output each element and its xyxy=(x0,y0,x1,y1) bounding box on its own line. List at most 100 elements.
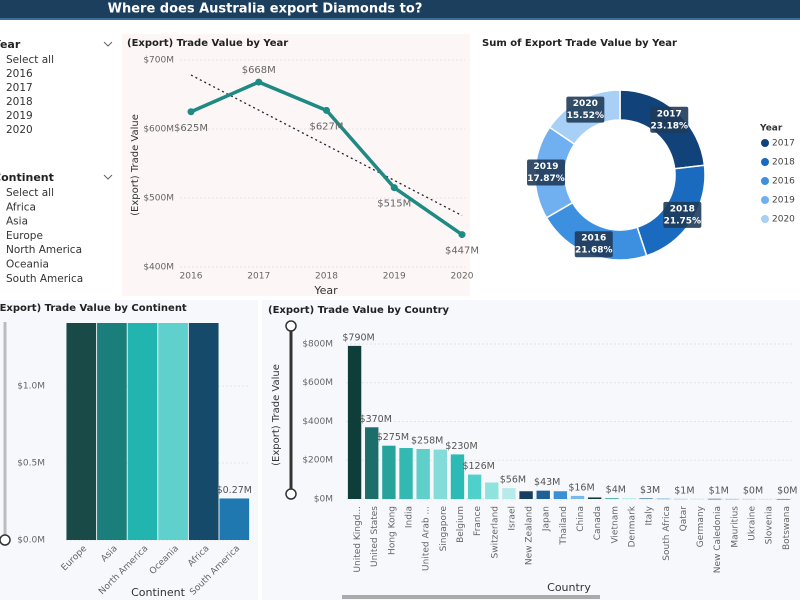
data-label: $0M xyxy=(743,485,763,496)
x-tick-label: Ukraine xyxy=(748,506,758,541)
bar xyxy=(188,323,219,540)
data-label: $258M xyxy=(411,435,443,446)
data-label: $43M xyxy=(534,477,560,488)
slicer-item[interactable]: Select all xyxy=(6,187,54,199)
slicer-item[interactable]: 2020 xyxy=(6,124,33,136)
bar xyxy=(690,498,705,500)
legend-label: 2020 xyxy=(772,215,795,225)
zoom-handle[interactable] xyxy=(285,488,297,500)
slicer-item[interactable]: Africa xyxy=(6,201,36,213)
chevron[interactable] xyxy=(103,174,113,180)
point xyxy=(390,184,398,192)
zoom-handle[interactable] xyxy=(0,534,11,546)
y-axis-label: (Export) Trade Value xyxy=(271,364,282,466)
bars xyxy=(347,345,791,500)
bar xyxy=(605,498,619,499)
data-label: 21.75% xyxy=(664,216,702,226)
bar xyxy=(673,498,688,500)
y-axis-label: (Export) Trade Value xyxy=(130,114,141,216)
slicer-item[interactable]: South America xyxy=(6,273,83,285)
y-tick-label: $400M xyxy=(302,417,333,427)
x-tick-label: Slovenia xyxy=(765,506,775,544)
bar xyxy=(416,448,430,499)
bar xyxy=(502,488,516,499)
legend-swatch xyxy=(761,196,769,204)
slicer-header: Continent xyxy=(0,171,54,184)
slicer-item[interactable]: 2017 xyxy=(6,82,33,94)
point xyxy=(255,78,263,86)
x-tick-label: 2018 xyxy=(315,272,338,282)
bar xyxy=(759,498,773,500)
slicer-item[interactable]: North America xyxy=(6,244,82,256)
y-tick-label: $600M xyxy=(143,125,174,135)
title-bar-edge xyxy=(0,18,800,20)
slicer-item[interactable]: 2016 xyxy=(6,68,33,80)
bar xyxy=(365,427,379,499)
slicer-item[interactable]: 2019 xyxy=(6,110,33,122)
data-label-category: 2017 xyxy=(657,109,682,119)
x-axis-label: Year xyxy=(313,284,338,297)
x-tick-label: 2016 xyxy=(180,272,203,282)
data-label: $625M xyxy=(174,123,208,134)
bar xyxy=(519,491,533,499)
y-tick-label: $1.0M xyxy=(17,382,45,392)
y-tick-label: $200M xyxy=(302,456,333,466)
bar xyxy=(219,498,250,540)
data-label-box xyxy=(566,96,605,123)
data-label-category: 2018 xyxy=(670,204,695,214)
zoom-handle[interactable] xyxy=(285,320,297,332)
bar xyxy=(622,498,636,500)
x-tick-label: Belgium xyxy=(456,506,466,543)
legend-swatch xyxy=(761,177,769,185)
bar xyxy=(656,498,670,500)
data-label: $16M xyxy=(568,482,594,493)
x-tick-label: Botswana xyxy=(782,506,792,550)
x-tick-label: China xyxy=(576,506,586,532)
x-tick-label: United Kingd... xyxy=(353,506,363,573)
chart-title: (Export) Trade Value by Year xyxy=(127,38,288,49)
bar xyxy=(485,482,499,499)
title-bar xyxy=(0,0,800,20)
x-tick-label: Hong Kong xyxy=(387,506,397,555)
slicer-item[interactable]: Europe xyxy=(6,230,43,242)
data-label: $1M xyxy=(709,485,729,496)
x-axis-label: Continent xyxy=(131,586,185,599)
data-label: $275M xyxy=(377,432,409,443)
slicer-item[interactable]: 2018 xyxy=(6,96,33,108)
data-label: 21.68% xyxy=(575,246,613,256)
bar xyxy=(536,490,550,499)
data-label: 23.18% xyxy=(651,121,689,131)
x-tick-label: 2020 xyxy=(451,272,474,282)
slicer-item[interactable]: Select all xyxy=(6,54,54,66)
y-tick-label: $700M xyxy=(143,56,174,66)
y-tick-label: $0.5M xyxy=(17,459,45,469)
bar xyxy=(158,323,188,540)
x-tick-label: Mauritius xyxy=(730,506,740,548)
legend-swatch xyxy=(761,139,769,147)
bar xyxy=(399,448,413,499)
x-tick-label: Canada xyxy=(593,506,603,540)
slicer-item[interactable]: Oceania xyxy=(6,259,49,271)
data-label-box xyxy=(574,231,613,258)
bar xyxy=(742,498,756,500)
bar xyxy=(639,498,653,500)
chart-title: (Export) Trade Value by Country xyxy=(268,305,450,316)
scrollbar[interactable] xyxy=(342,595,600,599)
bar xyxy=(382,445,396,499)
bar xyxy=(553,491,568,499)
bars xyxy=(66,323,250,540)
data-label-category: 2020 xyxy=(573,99,598,109)
legend-label: 2019 xyxy=(772,196,795,206)
x-tick-label: Germany xyxy=(696,505,706,547)
point xyxy=(458,231,466,239)
bar xyxy=(570,495,585,499)
data-label: $1M xyxy=(674,485,694,496)
chevron[interactable] xyxy=(103,41,113,47)
slicer-header: Year xyxy=(0,38,21,51)
bar xyxy=(708,498,722,500)
slicer-item[interactable]: Asia xyxy=(6,216,28,228)
data-label-box xyxy=(650,106,689,133)
data-label: $3M xyxy=(640,485,660,496)
bar xyxy=(127,323,158,540)
